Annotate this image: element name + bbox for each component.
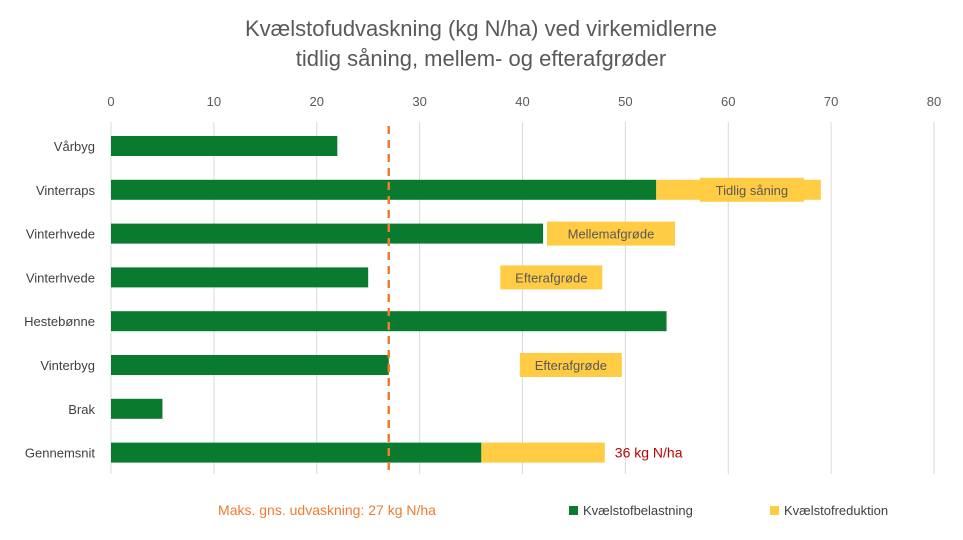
legend-label-kvaelstofreduktion: Kvælstofreduktion (784, 503, 888, 518)
category-label-vinterhvede-3: Vinterhvede (26, 270, 95, 285)
x-tick-label-10: 10 (207, 94, 221, 109)
x-tick-label-0: 0 (107, 94, 114, 109)
gridlines (110, 122, 935, 474)
x-tick-label-20: 20 (310, 94, 324, 109)
x-tick-label-80: 80 (927, 94, 941, 109)
bar-kvaelstofbelastning-vinterbyg-5 (111, 355, 389, 375)
average-annotation: 36 kg N/ha (615, 445, 683, 461)
x-tick-label-30: 30 (412, 94, 426, 109)
category-label-brak-6: Brak (68, 402, 95, 417)
bar-label-box-5 (519, 353, 622, 377)
category-label-hesteboenne-4: Hestebønne (24, 314, 95, 329)
bar-label-tidlig-saning-1: Tidlig såning (716, 183, 789, 198)
bar-kvaelstofreduktion-gennemsnit-7 (481, 442, 605, 463)
bar-label-mellemafgroede-2: Mellemafgrøde (568, 227, 655, 242)
category-label-vinterraps-1: Vinterraps (36, 183, 96, 198)
bar-kvaelstofbelastning-vinterhvede-3 (111, 267, 369, 288)
chart-title-line-2: tidlig såning, mellem- og efterafgrøder (296, 46, 667, 71)
bar-label-efterafgroede-5: Efterafgrøde (535, 358, 607, 373)
chart-title: Kvælstofudvaskning (kg N/ha) ved virkemi… (245, 16, 717, 71)
x-tick-label-60: 60 (721, 94, 735, 109)
bar-kvaelstofbelastning-gennemsnit-7 (111, 442, 482, 463)
legend-label-kvaelstofbelastning: Kvælstofbelastning (583, 503, 693, 518)
bar-label-efterafgroede-3: Efterafgrøde (515, 270, 587, 285)
bar-label-box-2 (546, 221, 675, 246)
reference-line-label: Maks. gns. udvaskning: 27 kg N/ha (218, 502, 436, 518)
bar-kvaelstofbelastning-vinterraps-1 (111, 179, 657, 200)
chart-title-line-1: Kvælstofudvaskning (kg N/ha) ved virkemi… (245, 16, 717, 41)
x-tick-label-40: 40 (515, 94, 529, 109)
bar-kvaelstofbelastning-hesteboenne-4 (111, 311, 667, 332)
legend: Kvælstofbelastning Kvælstofreduktion (569, 503, 888, 518)
category-label-varbyg-0: Vårbyg (54, 139, 95, 154)
category-label-vinterhvede-2: Vinterhvede (26, 227, 95, 242)
legend-swatch-kvaelstofreduktion (770, 506, 779, 515)
bar-kvaelstofbelastning-vinterhvede-2 (111, 223, 544, 244)
bar-label-box-1 (699, 177, 804, 202)
bar-kvaelstofbelastning-varbyg-0 (111, 136, 338, 156)
x-tick-label-70: 70 (824, 94, 838, 109)
x-axis-ticks: 0 10 20 30 40 50 60 70 80 (107, 94, 941, 109)
category-labels: Vårbyg Vinterraps Vinterhvede Vinterhvede He… (24, 139, 95, 461)
x-tick-label-50: 50 (618, 94, 632, 109)
category-label-gennemsnit-7: Gennemsnit (25, 446, 95, 461)
bar-kvaelstofbelastning-brak-6 (111, 398, 163, 419)
category-label-vinterbyg-5: Vinterbyg (40, 358, 95, 373)
bar-labels: Tidlig såning Mellemafgrøde Efterafgrøde Ef… (500, 177, 804, 377)
legend-swatch-kvaelstofbelastning (569, 506, 578, 515)
bar-label-box-3 (500, 265, 603, 290)
